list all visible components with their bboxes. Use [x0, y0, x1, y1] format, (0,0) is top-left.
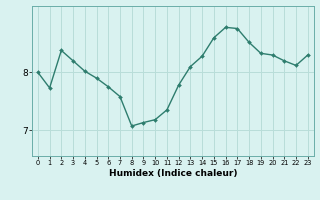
X-axis label: Humidex (Indice chaleur): Humidex (Indice chaleur) [108, 169, 237, 178]
